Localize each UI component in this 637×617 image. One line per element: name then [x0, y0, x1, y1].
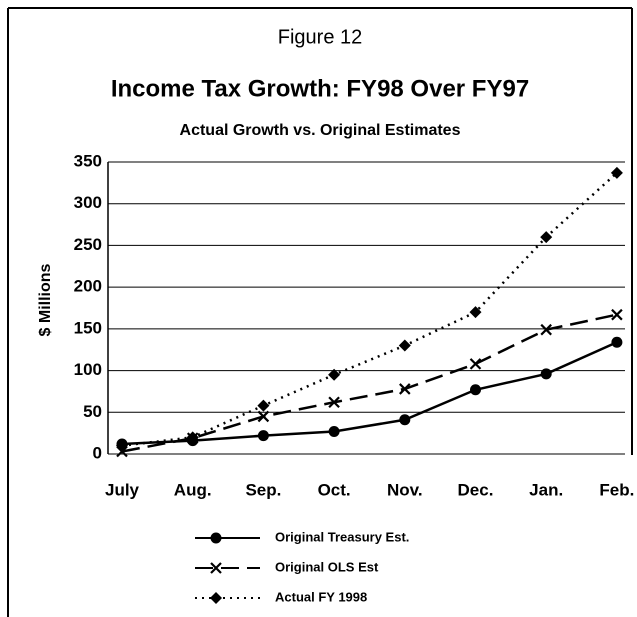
- marker: [540, 231, 553, 244]
- series-line: [121, 341, 618, 446]
- x-tick-label: Sep.: [245, 480, 281, 499]
- x-tick-label: Nov.: [387, 480, 423, 499]
- x-tick-label: Aug.: [174, 480, 212, 499]
- legend-marker: [210, 532, 222, 544]
- marker: [398, 339, 411, 352]
- marker: [399, 414, 411, 426]
- legend-marker: [210, 592, 222, 604]
- marker: [328, 368, 341, 381]
- marker: [257, 430, 269, 442]
- marker: [540, 368, 552, 380]
- marker: [469, 358, 482, 370]
- marker: [611, 336, 623, 348]
- marker: [328, 425, 340, 437]
- marker: [469, 306, 482, 319]
- marker: [328, 396, 340, 409]
- marker: [116, 439, 128, 452]
- y-tick-label: 0: [93, 443, 102, 462]
- legend-label: Original Treasury Est.: [275, 529, 409, 544]
- marker: [399, 383, 411, 395]
- marker: [610, 166, 623, 179]
- y-axis-label: $ Millions: [37, 263, 54, 336]
- x-tick-label: July: [105, 480, 140, 499]
- marker: [186, 431, 199, 444]
- marker: [257, 399, 270, 412]
- y-tick-label: 50: [83, 402, 102, 421]
- marker: [470, 384, 481, 396]
- marker: [611, 308, 623, 321]
- chart-subtitle: Actual Growth vs. Original Estimates: [180, 122, 461, 139]
- marker: [540, 323, 552, 336]
- legend-label: Actual FY 1998: [275, 589, 367, 604]
- y-tick-label: 150: [74, 318, 102, 337]
- y-tick-label: 200: [74, 277, 102, 296]
- x-tick-label: Dec.: [458, 480, 494, 499]
- series-line: [121, 171, 618, 447]
- y-tick-label: 250: [74, 235, 102, 254]
- marker: [257, 410, 270, 423]
- series-line: [121, 313, 618, 453]
- legend-label: Original OLS Est: [275, 559, 379, 574]
- x-tick-label: Feb.: [599, 480, 634, 499]
- y-tick-label: 350: [74, 151, 102, 170]
- y-tick-label: 100: [74, 360, 102, 379]
- x-tick-label: Oct.: [318, 480, 351, 499]
- chart-title: Income Tax Growth: FY98 Over FY97: [111, 75, 529, 102]
- figure-label: Figure 12: [278, 26, 363, 48]
- x-tick-label: Jan.: [529, 480, 563, 499]
- y-tick-label: 300: [74, 193, 102, 212]
- legend-marker: [210, 562, 222, 574]
